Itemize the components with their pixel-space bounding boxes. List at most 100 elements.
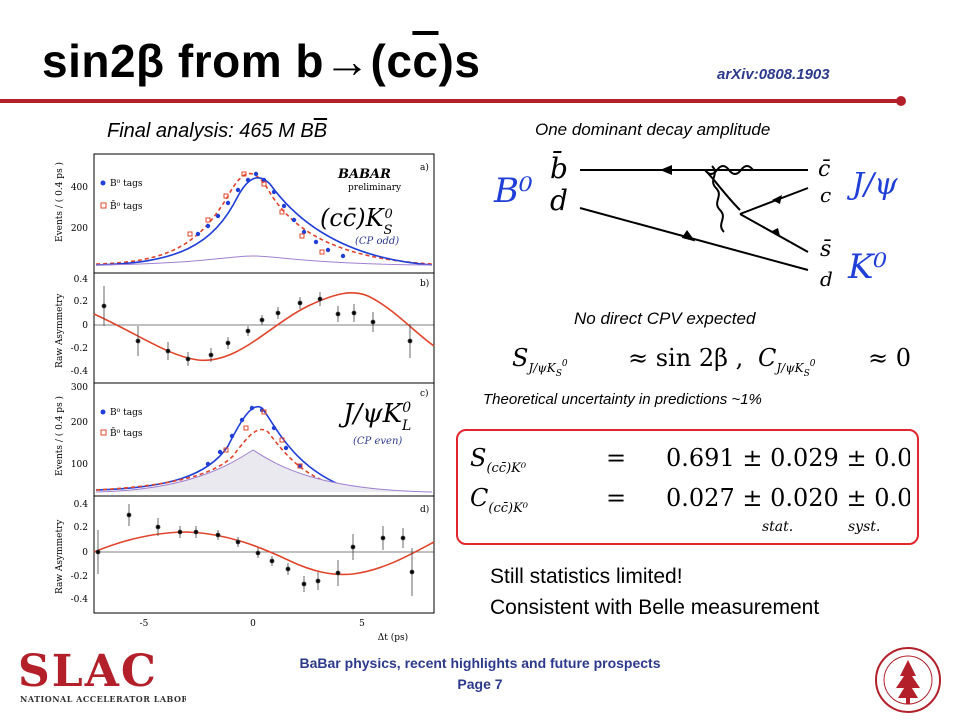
bbar-label: b̄ <box>550 150 568 185</box>
panel-b-label: b) <box>420 278 429 289</box>
preliminary-label: preliminary <box>348 183 402 193</box>
legend-c-b0bar-tags: B̄⁰ tags <box>110 427 143 439</box>
cp-even-label: (CP even) <box>353 436 402 447</box>
pred-c-expr: ≈ 0 <box>868 344 911 372</box>
final-analysis-label: Final analysis: 465 M BB <box>107 120 328 142</box>
pred-s-expr: ≈ sin 2β , <box>628 344 743 372</box>
sbar-arrow <box>770 228 780 236</box>
xlabel-delta-t: Δt (ps) <box>378 632 408 643</box>
seal-outer-ring <box>875 647 941 713</box>
babar-logo: BABAR <box>337 167 391 182</box>
slac-wordmark: SLAC <box>18 646 158 697</box>
panel-d-fit-curve <box>93 531 435 576</box>
result-s-values: 0.691 ± 0.029 ± 0.014 <box>666 444 910 472</box>
result-s-label: S(cc̄)K⁰ <box>470 444 527 476</box>
result-s-equals: = <box>606 444 626 472</box>
result-c-equals: = <box>606 484 626 512</box>
legend-c-b0bar-marker <box>100 429 107 436</box>
panel-c-label: c) <box>420 388 429 399</box>
panel-a-b0-points <box>195 171 346 259</box>
xtick-5: 5 <box>359 619 365 629</box>
legend-b0bar-marker <box>100 202 107 209</box>
jpsikl-label: J/ψKL0 <box>338 399 411 434</box>
d-line <box>579 207 809 271</box>
k0-label: K⁰ <box>847 247 887 287</box>
pred-s: SJ/ψKS0 <box>512 344 568 379</box>
consistent-with-belle: Consistent with Belle measurement <box>490 596 820 619</box>
footer-page-number: Page 7 <box>457 676 503 692</box>
panel-b-frame <box>93 272 435 384</box>
stanford-seal <box>875 647 941 713</box>
panel-c-background <box>95 449 433 493</box>
panel-c-b0-curve <box>95 405 349 491</box>
legend-b0-tags: B⁰ tags <box>110 179 143 189</box>
ylabel-b: Raw Asymmetry <box>55 293 65 368</box>
panel-c-b0-points <box>205 405 303 469</box>
tick-a-200: 200 <box>71 224 88 234</box>
result-c-label: C(cc̄)K⁰ <box>470 484 529 516</box>
panel-d-label: d) <box>420 504 429 515</box>
tick-b--0.2: -0.2 <box>71 344 88 354</box>
tick-a-400: 400 <box>71 183 88 193</box>
panel-b-fit-curve <box>93 292 435 361</box>
tick-c-300: 300 <box>71 383 88 393</box>
title-rule <box>0 99 902 103</box>
tick-b-0: 0 <box>82 321 88 331</box>
arxiv-reference: arXiv:0808.1903 <box>717 66 830 83</box>
slide-title: sin2β from b→(cc)s <box>42 35 481 87</box>
still-statistics-limited: Still statistics limited! <box>490 565 683 588</box>
b0-label: B⁰ <box>493 171 533 211</box>
xtick--5: -5 <box>140 619 149 629</box>
footer-title: BaBar physics, recent highlights and fut… <box>299 655 661 671</box>
cp-odd-label: (CP odd) <box>355 236 399 247</box>
d-arrow <box>681 229 696 242</box>
tick-d-0.2: 0.2 <box>74 523 88 533</box>
cbar-label: c̄ <box>818 157 830 182</box>
panel-a-b0-curve <box>95 176 433 266</box>
ylabel-c: Events / ( 0.4 ps ) <box>54 396 65 476</box>
bbar-arrow <box>660 165 672 175</box>
prediction-formula: SJ/ψKS0 ≈ sin 2β , CJ/ψKS0 ≈ 0 <box>512 344 911 379</box>
no-direct-cpv-label: No direct CPV expected <box>574 309 756 328</box>
panel-d-frame <box>93 495 435 614</box>
panel-a-b0bar-points <box>187 171 325 255</box>
stat-label: stat. <box>762 519 793 535</box>
panel-b-points <box>101 286 413 366</box>
tick-c-100: 100 <box>71 460 88 470</box>
legend-b0bar-tags: B̄⁰ tags <box>110 200 143 212</box>
legend-c-b0-marker <box>100 409 106 415</box>
jpsi-label: J/ψ <box>846 167 898 202</box>
c-label: c <box>820 183 831 207</box>
w-boson-wiggle <box>711 165 725 233</box>
tick-d-0: 0 <box>82 548 88 558</box>
d-left-label: d <box>550 184 568 217</box>
tick-b--0.4: -0.4 <box>71 367 89 377</box>
results-formula: S(cc̄)K⁰ = 0.691 ± 0.029 ± 0.014 C(cc̄)K… <box>470 444 910 535</box>
pred-c: CJ/ψKS0 <box>758 344 816 379</box>
ccks-label: (cc̄)KS0 <box>320 204 393 238</box>
panel-d-points <box>95 504 415 596</box>
w-boson <box>704 165 754 211</box>
theory-uncertainty-label: Theoretical uncertainty in predictions ~… <box>483 391 762 408</box>
tick-b-0.4: 0.4 <box>74 275 89 285</box>
seal-tree-icon <box>896 660 920 698</box>
tick-d--0.2: -0.2 <box>71 572 88 582</box>
tick-b-0.2: 0.2 <box>74 297 88 307</box>
slac-subtitle: NATIONAL ACCELERATOR LABORATORY <box>20 694 186 704</box>
d-right-label: d <box>820 267 833 291</box>
legend-b0-marker <box>100 180 106 186</box>
result-c-values: 0.027 ± 0.020 ± 0.016 <box>666 484 910 512</box>
legend-c-b0-tags: B⁰ tags <box>110 408 143 418</box>
ylabel-a: Events / ( 0.4 ps ) <box>54 162 65 242</box>
babar-delta-t-plots: Events / ( 0.4 ps ) Raw Asymmetry Events… <box>54 153 435 643</box>
c-arrow <box>772 195 782 204</box>
panel-a-label: a) <box>420 162 429 173</box>
panel-a-background <box>95 255 433 266</box>
panel-a-b0bar-curve <box>95 172 433 265</box>
results-box <box>456 429 919 545</box>
dominant-amplitude-label: One dominant decay amplitude <box>535 120 771 139</box>
tick-d-0.4: 0.4 <box>74 500 89 510</box>
ylabel-d: Raw Asymmetry <box>55 519 65 594</box>
title-rule-dot <box>896 96 906 106</box>
tick-d--0.4: -0.4 <box>71 595 89 605</box>
